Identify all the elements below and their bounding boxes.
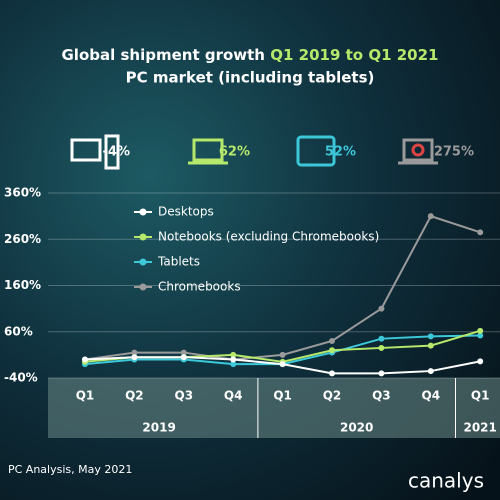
data-point: [378, 335, 385, 342]
y-tick-label: -40%: [4, 371, 38, 385]
x-tick-label: Q4: [224, 389, 243, 403]
x-tick-label: Q3: [372, 389, 391, 403]
data-point: [230, 356, 237, 363]
y-tick-label: 260%: [4, 232, 41, 246]
year-label: 2020: [340, 421, 373, 435]
summary-value: -4%: [103, 145, 130, 160]
summary-value: 275%: [434, 145, 474, 160]
data-point: [477, 327, 484, 334]
legend-label: Chromebooks: [158, 280, 241, 294]
source: PC Analysis, May 2021: [8, 463, 132, 476]
icons: [70, 134, 438, 170]
data-point: [131, 349, 138, 356]
x-tick-label: Q4: [422, 389, 441, 403]
y-tick-label: 60%: [4, 324, 33, 338]
x-tick-label: Q1: [273, 389, 292, 403]
data-point: [427, 368, 434, 375]
legend-label: Desktops: [158, 205, 214, 219]
legend-marker: [139, 233, 147, 241]
data-point: [329, 347, 335, 354]
y-tick-label: 360%: [4, 186, 41, 200]
data-point: [427, 333, 434, 340]
data-point: [427, 342, 434, 349]
x-axis-band: [48, 378, 500, 438]
logo: canalys: [408, 469, 484, 493]
chrome-logo: [411, 143, 425, 157]
data-point: [477, 332, 484, 339]
legend-label: Tablets: [157, 255, 200, 269]
data-point: [279, 351, 286, 358]
data-point: [131, 354, 138, 361]
notebook-icon: [192, 138, 224, 162]
data-point: [477, 229, 484, 236]
summary-value: 52%: [325, 145, 356, 160]
year-label: 2021: [463, 421, 496, 435]
data-point: [427, 213, 434, 220]
x-tick-label: Q1: [471, 389, 490, 403]
chart-title: Global shipment growth Q1 2019 to Q1 202…: [62, 46, 439, 64]
x-tick-label: Q2: [125, 389, 144, 403]
legend-marker: [139, 258, 147, 266]
data-point: [279, 361, 286, 368]
year-label: 2019: [142, 421, 175, 435]
data-point: [82, 356, 88, 363]
y-tick-label: 160%: [4, 278, 41, 292]
desktop-tower-icon: [104, 134, 120, 170]
legend-marker: [139, 283, 147, 291]
data-point: [230, 361, 237, 368]
data-point: [378, 344, 385, 351]
data-point: [477, 358, 484, 365]
desktop-icon: [70, 138, 102, 162]
data-point: [329, 338, 335, 344]
data-point: [378, 370, 385, 377]
x-tick-label: Q3: [175, 389, 194, 403]
data-point: [180, 354, 187, 361]
title-highlight: Q1 2019 to Q1 2021: [270, 46, 438, 64]
title-main: Global shipment growth: [62, 46, 266, 64]
data-point: [329, 370, 335, 377]
legend-marker: [139, 208, 147, 216]
summary-value: 62%: [219, 145, 250, 160]
x-tick-label: Q1: [76, 389, 95, 403]
chart-subtitle: PC market (including tablets): [126, 69, 375, 87]
x-tick-label: Q2: [323, 389, 342, 403]
tablet-icon: [296, 135, 336, 167]
chromebook-icon: [402, 138, 434, 162]
legend-label: Notebooks (excluding Chromebooks): [158, 230, 379, 244]
data-point: [230, 351, 237, 358]
data-point: [378, 305, 385, 312]
data-point: [180, 349, 187, 356]
